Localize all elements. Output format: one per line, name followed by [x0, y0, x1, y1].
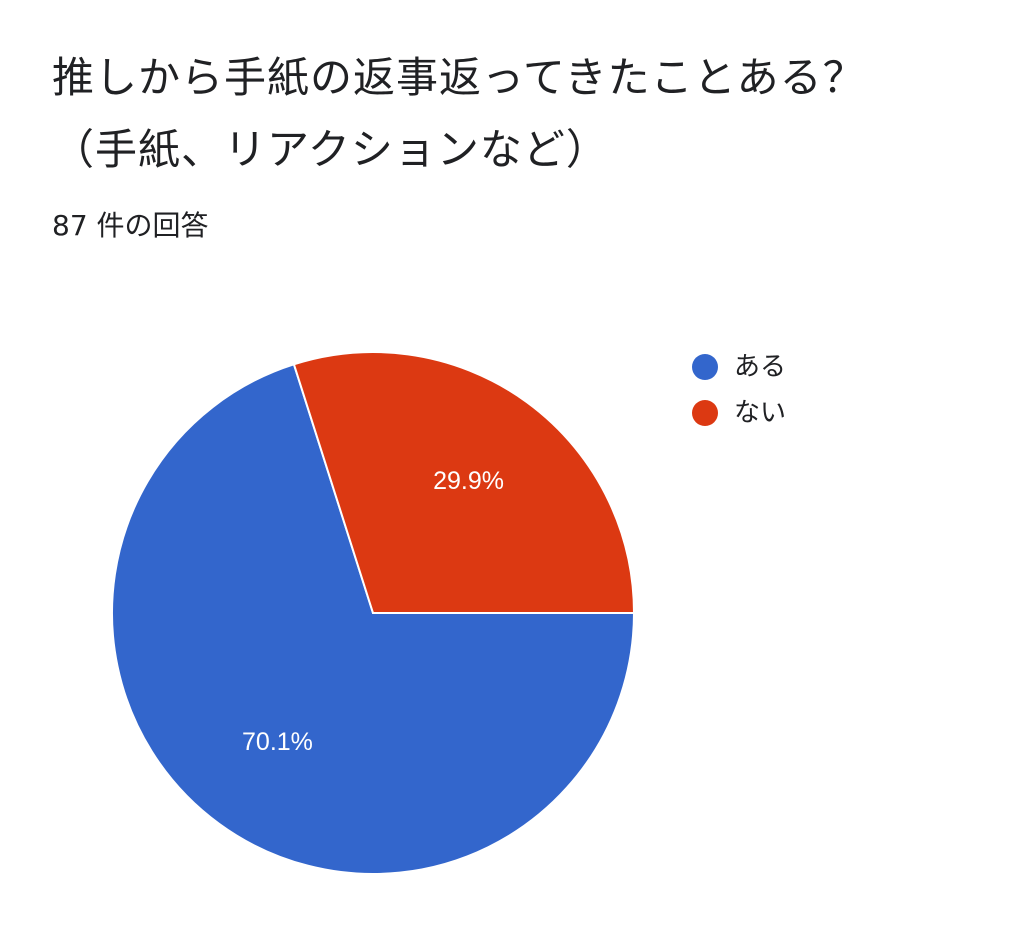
legend-label-aru: ある [734, 352, 787, 382]
legend-label-nai: ない [734, 398, 787, 428]
pie-slices [111, 351, 636, 875]
legend-swatch-aru [692, 354, 718, 380]
legend-item-aru[interactable]: ある [692, 344, 786, 390]
pie-slice-aru[interactable] [111, 363, 636, 875]
legend-item-nai[interactable]: ない [692, 390, 786, 436]
legend-swatch-nai [692, 400, 718, 426]
response-count: 87 件の回答 [52, 209, 209, 242]
question-title: 推しから手紙の返事返ってきたことある？（手紙、リアクションなど） [52, 53, 866, 174]
pie-slice-nai[interactable] [292, 351, 636, 614]
chart-legend: ある ない [692, 344, 786, 436]
